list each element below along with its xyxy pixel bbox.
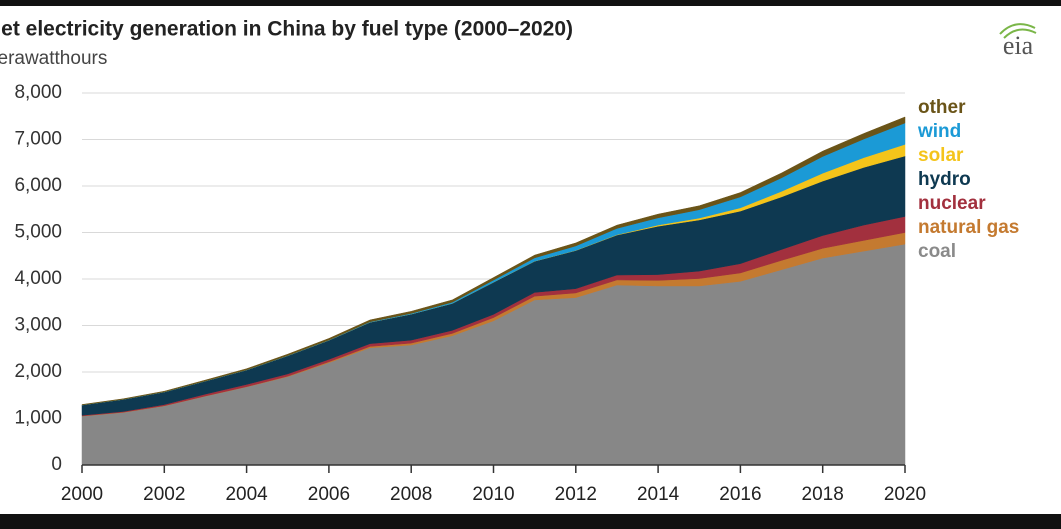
x-tick-label: 2004 <box>225 484 268 505</box>
legend-label: hydro <box>918 169 971 190</box>
x-tick-label: 2008 <box>390 484 432 505</box>
area <box>81 116 906 406</box>
legend-label: solar <box>918 145 964 166</box>
y-axis-label: Terawatthours <box>0 48 107 69</box>
bottom-bar <box>0 514 1061 529</box>
y-tick-label: 2,000 <box>14 361 62 382</box>
y-tick-label: 0 <box>51 454 62 475</box>
y-tick-label: 6,000 <box>14 175 62 196</box>
x-tick-label: 2002 <box>143 484 185 505</box>
x-tick-label: 2012 <box>555 484 597 505</box>
logo: eia <box>1003 31 1034 60</box>
legend-label: coal <box>918 241 956 262</box>
y-tick-label: 3,000 <box>14 315 62 336</box>
y-tick-label: 4,000 <box>14 268 62 289</box>
y-tick-label: 1,000 <box>14 408 62 429</box>
x-tick-label: 2018 <box>802 484 844 505</box>
x-tick-label: 2000 <box>61 484 103 505</box>
x-tick-label: 2014 <box>637 484 680 505</box>
x-tick-label: 2006 <box>308 484 350 505</box>
y-tick-label: 5,000 <box>14 222 62 243</box>
y-tick-label: 7,000 <box>14 129 62 150</box>
chart-title: Net electricity generation in China by f… <box>0 18 573 41</box>
legend-label: wind <box>917 121 961 142</box>
legend-label: natural gas <box>918 217 1019 238</box>
top-bar <box>0 0 1061 6</box>
x-tick-label: 2016 <box>719 484 761 505</box>
legend-label: other <box>918 97 966 118</box>
x-tick-label: 2020 <box>884 484 926 505</box>
y-tick-label: 8,000 <box>14 82 62 103</box>
legend-label: nuclear <box>918 193 986 214</box>
x-tick-label: 2010 <box>472 484 514 505</box>
logo-arc <box>999 23 1037 39</box>
